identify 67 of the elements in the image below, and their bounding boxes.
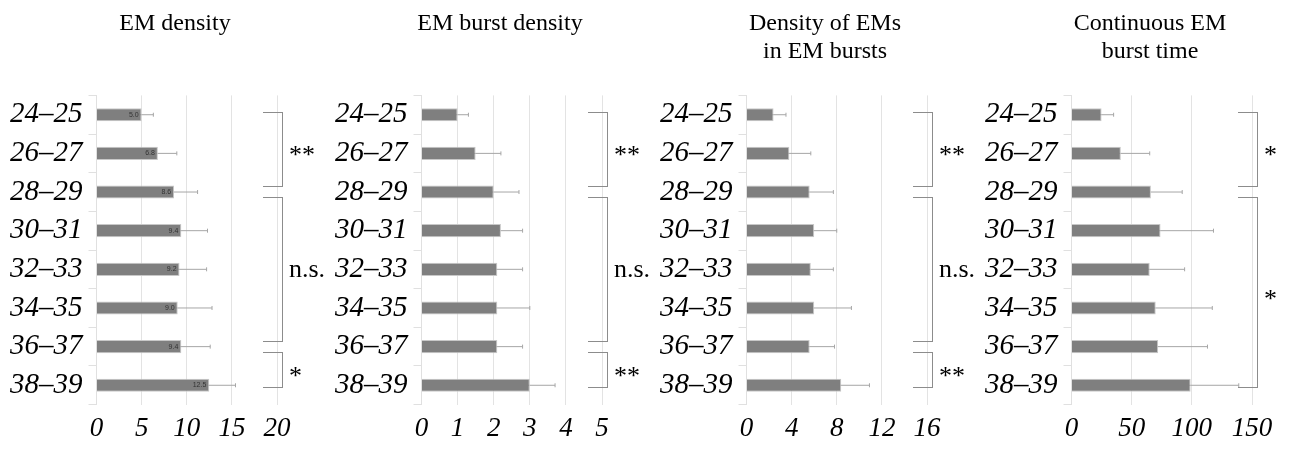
text: ** xyxy=(939,140,965,171)
y-tick-label: 26–27 xyxy=(10,135,84,167)
chart-title: Continuous EM burst time xyxy=(1072,8,1228,64)
x-tick-label: 4 xyxy=(784,411,799,442)
text: n.s. xyxy=(939,254,976,285)
x-tick-label: 150 xyxy=(1231,411,1273,442)
y-tick-label: 24–25 xyxy=(335,96,408,129)
x-tick-label: 5 xyxy=(134,411,149,442)
chart-title: EM burst density xyxy=(416,8,584,36)
x-tick-label: 10 xyxy=(173,411,201,442)
y-tick-label: 28–29 xyxy=(10,173,83,206)
y-tick-label: 32–33 xyxy=(9,250,83,283)
x-tick-label: 0 xyxy=(89,411,104,442)
y-tick-label: 34–35 xyxy=(659,289,733,322)
y-tick-label: 34–35 xyxy=(9,289,83,322)
y-tick-label: 32–33 xyxy=(334,250,408,283)
y-tick-label: 30–31 xyxy=(984,212,1058,245)
y-tick-label: 34–35 xyxy=(984,289,1058,322)
y-tick-label: 34–35 xyxy=(334,289,408,322)
x-tick-label: 50 xyxy=(1118,411,1146,442)
text: ** xyxy=(614,360,640,391)
y-tick-label: 30–31 xyxy=(9,212,83,245)
text: ** xyxy=(614,140,640,171)
y-tick-label: 28–29 xyxy=(660,173,733,206)
y-tick-label: 30–31 xyxy=(334,212,408,245)
text: * xyxy=(289,360,302,391)
y-tick-label: 36–37 xyxy=(984,328,1059,361)
y-tick-label: 32–33 xyxy=(659,250,733,283)
y-tick-label: 36–37 xyxy=(659,328,734,361)
y-tick-label: 36–37 xyxy=(334,328,409,361)
y-tick-label: 24–25 xyxy=(10,96,83,129)
x-tick-label: 0 xyxy=(414,411,429,442)
y-tick-label: 26–27 xyxy=(660,135,734,167)
y-tick-label: 24–25 xyxy=(985,96,1058,129)
y-tick-label: 28–29 xyxy=(335,173,408,206)
x-tick-label: 4 xyxy=(559,411,573,442)
y-tick-label: 36–37 xyxy=(9,328,84,361)
text: ** xyxy=(289,140,315,171)
y-tick-label: 38–39 xyxy=(659,366,733,399)
x-tick-label: 3 xyxy=(522,411,537,442)
x-tick-label: 12 xyxy=(868,411,896,442)
y-tick-label: 26–27 xyxy=(335,135,409,167)
x-tick-label: 15 xyxy=(218,411,246,442)
y-tick-label: 38–39 xyxy=(334,366,408,399)
x-tick-label: 16 xyxy=(913,411,941,442)
y-tick-label: 32–33 xyxy=(984,250,1058,283)
text: n.s. xyxy=(614,254,651,285)
text: ** xyxy=(939,360,965,391)
x-tick-label: 2 xyxy=(486,411,501,442)
x-tick-label: 0 xyxy=(1064,411,1079,442)
text: n.s. xyxy=(289,254,326,285)
x-tick-label: 5 xyxy=(595,411,609,442)
y-tick-label: 28–29 xyxy=(985,173,1058,206)
x-tick-label: 0 xyxy=(739,411,754,442)
x-tick-label: 1 xyxy=(450,411,465,442)
y-tick-label: 24–25 xyxy=(660,96,733,129)
chart-title: EM density xyxy=(118,8,232,36)
text: * xyxy=(1264,283,1277,314)
x-tick-label: 100 xyxy=(1171,411,1213,442)
chart-title: Density of EMs in EM bursts xyxy=(748,8,902,64)
x-tick-label: 8 xyxy=(830,411,844,442)
x-tick-label: 20 xyxy=(263,411,291,442)
text: * xyxy=(1264,140,1277,171)
y-tick-label: 38–39 xyxy=(9,366,83,399)
y-tick-label: 30–31 xyxy=(659,212,733,245)
y-tick-label: 38–39 xyxy=(984,366,1058,399)
y-tick-label: 26–27 xyxy=(985,135,1059,167)
